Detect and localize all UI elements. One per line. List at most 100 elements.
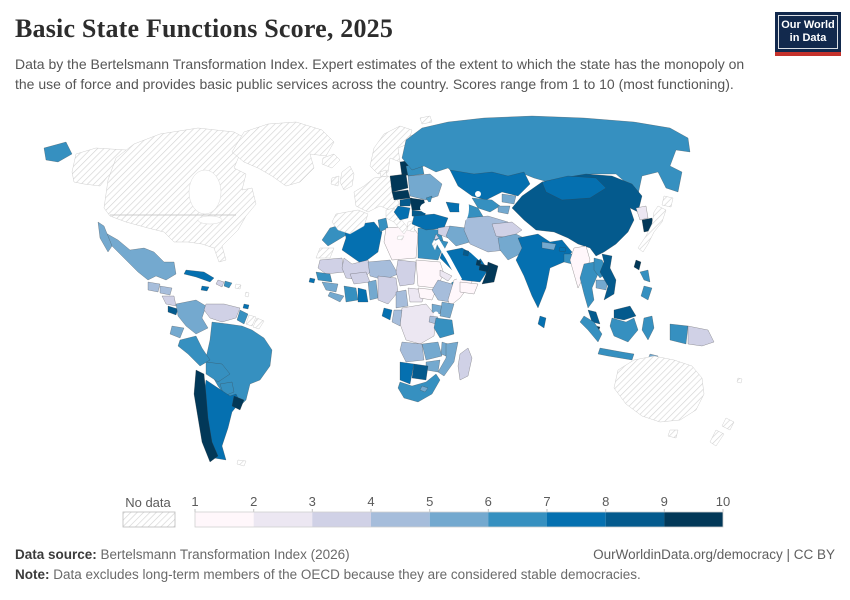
country-costa-rica[interactable] — [167, 305, 179, 316]
country-new-zealand-south[interactable] — [709, 429, 725, 447]
country-gabon[interactable] — [381, 307, 393, 321]
country-sri-lanka[interactable] — [537, 315, 547, 329]
country-suriname[interactable] — [245, 314, 257, 327]
country-mauritania[interactable] — [317, 257, 345, 275]
country-russia-wrap[interactable] — [43, 141, 73, 163]
country-ecuador[interactable] — [169, 325, 185, 339]
country-cambodia[interactable] — [595, 279, 609, 291]
legend-bin-5[interactable] — [429, 512, 489, 527]
country-jamaica[interactable] — [200, 285, 210, 292]
country-pacific-islands[interactable] — [736, 377, 743, 384]
country-yemen[interactable] — [459, 281, 479, 295]
country-falkland-islands[interactable] — [236, 459, 247, 467]
country-cape-verde[interactable] — [308, 277, 316, 284]
legend-bin-2[interactable] — [253, 512, 313, 527]
country-lesser-antilles[interactable] — [244, 291, 250, 298]
country-poland[interactable] — [389, 173, 409, 193]
country-taiwan[interactable] — [633, 259, 642, 271]
legend-bin-8[interactable] — [605, 512, 665, 527]
country-greenland[interactable] — [231, 121, 335, 187]
country-philippines-mindanao[interactable] — [640, 285, 653, 301]
country-italy-sicily[interactable] — [396, 235, 405, 241]
country-guatemala[interactable] — [147, 281, 161, 293]
legend-bin-1[interactable] — [195, 512, 254, 527]
legend-bin-4[interactable] — [371, 512, 430, 527]
country-philippines-luzon[interactable] — [639, 269, 651, 283]
country-iceland[interactable] — [321, 153, 341, 169]
country-bhutan[interactable] — [558, 246, 567, 253]
country-hungary[interactable] — [399, 197, 413, 207]
country-haiti[interactable] — [215, 279, 225, 288]
country-indonesia-sumatra[interactable] — [579, 315, 603, 343]
country-malaysia-borneo[interactable] — [613, 305, 637, 321]
country-qatar[interactable] — [475, 259, 482, 267]
country-tasmania[interactable] — [667, 429, 679, 439]
legend-bin-7[interactable] — [547, 512, 606, 527]
country-new-zealand-north[interactable] — [721, 417, 735, 431]
country-cote-divoire[interactable] — [343, 285, 359, 303]
country-tajikistan[interactable] — [497, 205, 511, 215]
country-malaysia-peninsula[interactable] — [587, 309, 601, 325]
country-western-sahara[interactable] — [315, 247, 335, 259]
country-cuba[interactable] — [183, 269, 215, 283]
country-french-guiana[interactable] — [252, 317, 265, 330]
country-japan-hokkaido[interactable] — [661, 195, 674, 208]
legend-bin-6[interactable] — [488, 512, 547, 527]
country-south-africa[interactable] — [397, 373, 441, 403]
country-trinidad-tobago[interactable] — [242, 303, 250, 310]
country-nicaragua[interactable] — [161, 295, 177, 307]
country-ireland[interactable] — [330, 175, 340, 187]
country-drc[interactable] — [399, 303, 437, 345]
country-angola[interactable] — [399, 341, 425, 363]
country-india[interactable] — [515, 233, 573, 309]
country-botswana[interactable] — [411, 363, 429, 381]
country-mexico-baja[interactable] — [97, 221, 113, 253]
country-lesotho[interactable] — [419, 385, 429, 393]
country-ghana[interactable] — [357, 287, 369, 303]
country-kenya[interactable] — [439, 301, 455, 319]
country-svalbard[interactable] — [419, 115, 433, 125]
country-oman[interactable] — [481, 261, 499, 285]
country-indonesia-sulawesi[interactable] — [641, 315, 655, 341]
country-eritrea[interactable] — [439, 269, 453, 282]
country-italy[interactable] — [385, 207, 409, 235]
country-vietnam[interactable] — [599, 253, 617, 301]
country-uae[interactable] — [478, 263, 491, 273]
country-cameroon[interactable] — [395, 289, 409, 309]
country-czechia-slovakia[interactable] — [391, 189, 411, 201]
country-venezuela[interactable] — [203, 303, 241, 323]
country-senegal[interactable] — [315, 271, 333, 283]
country-united-kingdom[interactable] — [339, 165, 355, 191]
country-moldova[interactable] — [425, 195, 433, 205]
country-congo[interactable] — [391, 309, 403, 327]
country-iberia[interactable] — [331, 209, 369, 235]
country-ukraine[interactable] — [407, 173, 443, 201]
country-bolivia[interactable] — [205, 361, 231, 383]
country-uganda[interactable] — [431, 303, 443, 315]
country-mongolia[interactable] — [541, 175, 607, 201]
country-colombia[interactable] — [175, 299, 209, 335]
country-kyrgyzstan[interactable] — [501, 193, 517, 205]
legend-bin-3[interactable] — [312, 512, 371, 527]
country-mexico[interactable] — [103, 231, 177, 281]
owid-logo[interactable]: Our World in Data — [775, 12, 841, 56]
country-western-europe[interactable] — [353, 175, 401, 213]
country-lebanon[interactable] — [433, 233, 440, 241]
country-madagascar[interactable] — [457, 347, 473, 381]
country-uruguay[interactable] — [231, 395, 245, 411]
country-chad[interactable] — [395, 259, 417, 287]
country-chile[interactable] — [193, 369, 219, 463]
country-mozambique[interactable] — [437, 341, 459, 377]
country-guyana[interactable] — [236, 309, 249, 325]
country-kuwait[interactable] — [462, 249, 470, 257]
no-data-swatch[interactable] — [122, 511, 176, 528]
country-zambia[interactable] — [421, 341, 443, 361]
country-uzbekistan[interactable] — [471, 197, 501, 213]
country-nigeria[interactable] — [377, 275, 399, 305]
country-niger[interactable] — [367, 259, 399, 281]
country-sierra-leone-liberia[interactable] — [327, 291, 345, 303]
owid-link[interactable]: OurWorldinData.org/democracy | CC BY — [593, 547, 835, 562]
country-dominican-republic[interactable] — [223, 280, 233, 289]
country-peru[interactable] — [177, 335, 211, 367]
country-united-states-canada[interactable] — [103, 127, 257, 263]
